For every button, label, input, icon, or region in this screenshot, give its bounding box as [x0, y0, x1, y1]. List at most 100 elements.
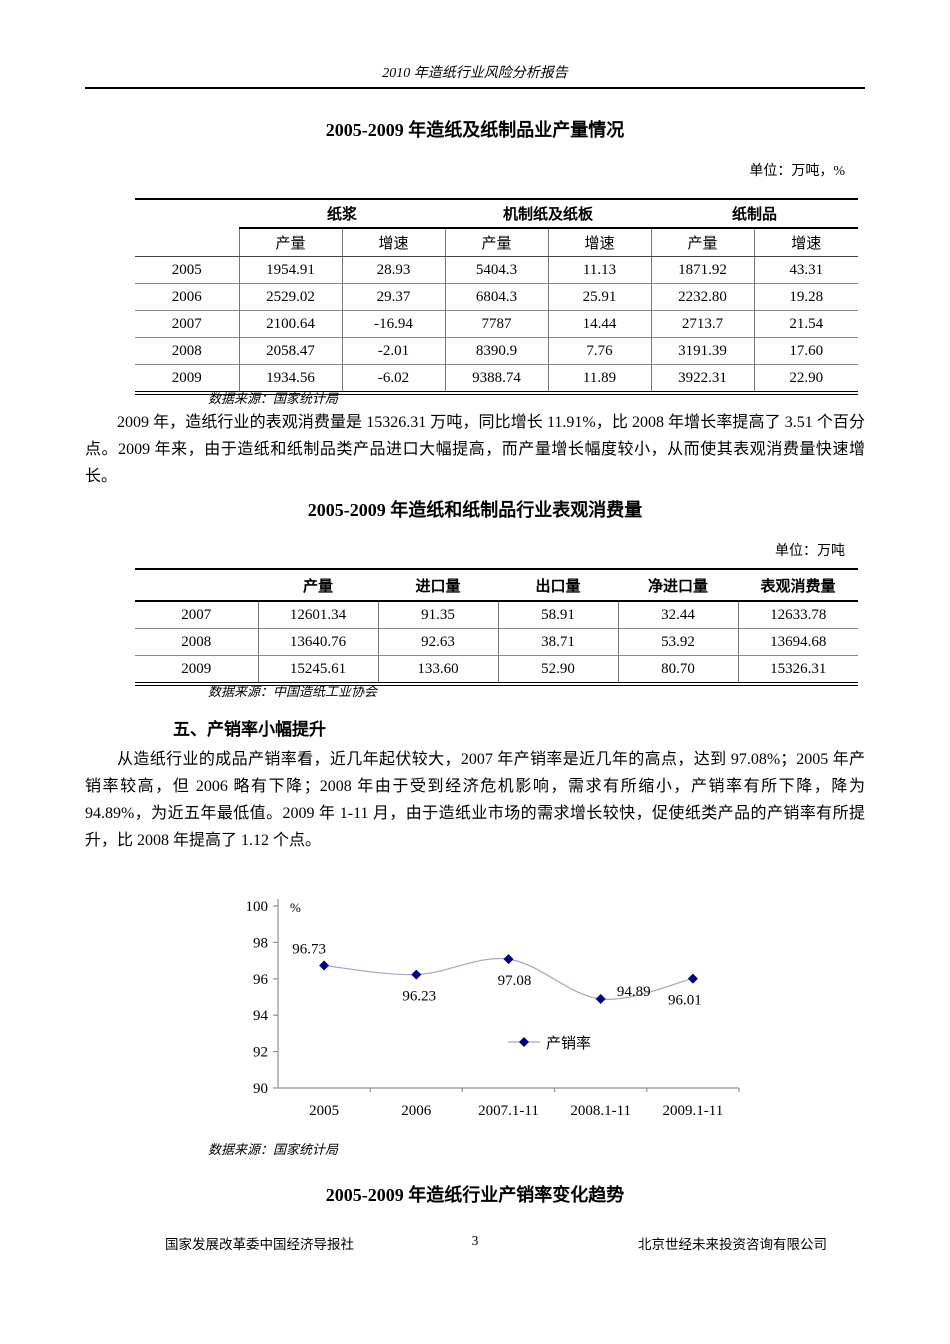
y-axis-tick-label: 98	[253, 935, 268, 951]
header-growth: 增速	[547, 228, 652, 257]
header-import: 进口量	[378, 569, 498, 602]
chart-title: 2005-2009 年造纸行业产销率变化趋势	[325, 1185, 625, 1205]
table-cell: 12601.34	[257, 601, 378, 629]
data-point-marker-2008.1-11	[595, 994, 606, 1005]
table-cell: 2713.7	[650, 310, 755, 338]
header-output: 产量	[444, 228, 549, 257]
row-year-cell: 2008	[135, 628, 258, 656]
table-cell: 14.44	[547, 310, 652, 338]
consumption-table: 产量 进口量 出口量 净进口量 表观消费量 2007 12601.34 91.35 5…	[135, 568, 858, 686]
table1-unit-label: 单位：万吨，%	[749, 164, 845, 179]
row-year-cell: 2007	[135, 310, 239, 338]
chart-svg: 90 92 94 96 98 100 % 2005 2006 2007.1-11 2008.1-11…	[246, 899, 740, 1119]
table-cell: 133.60	[377, 655, 498, 684]
table-cell: 2232.80	[650, 283, 755, 311]
data-point-label: 94.89	[617, 984, 651, 1000]
table-row: 2007 12601.34 91.35 58.91 32.44 12633.78	[135, 601, 858, 629]
y-axis-tick-label: 94	[253, 1008, 269, 1024]
row-year-cell: 2009	[135, 655, 258, 684]
header-output: 产量	[238, 228, 342, 257]
data-source-2: 数据来源：中国造纸工业协会	[208, 684, 378, 699]
table-cell: 22.90	[753, 364, 859, 393]
col-group-paper-products: 纸制品	[651, 199, 859, 229]
data-source-3: 数据来源：国家统计局	[208, 1142, 339, 1157]
data-source-1: 数据来源：国家统计局	[208, 391, 339, 406]
table-cell: 2529.02	[238, 283, 342, 311]
table-cell: 92.63	[377, 628, 498, 656]
x-axis-tick-label: 2005	[309, 1103, 339, 1119]
data-point-label: 96.23	[402, 989, 436, 1005]
paragraph-sales-ratio: 从造纸行业的成品产销率看，近几年起伏较大，2007 年产销率是近几年的高点，达到…	[85, 751, 865, 849]
table-cell: 53.92	[617, 628, 738, 656]
page-footer: 国家发展改革委中国经济导报社 3 北京世经未来投资咨询有限公司	[85, 1233, 865, 1253]
legend-label: 产销率	[546, 1035, 591, 1052]
table-cell: 13694.68	[737, 628, 858, 656]
data-point-marker-2006	[411, 969, 422, 980]
table-row: 2008 2058.47 -2.01 8390.9 7.76 3191.39 17.60	[135, 337, 859, 365]
data-point-label: 97.08	[498, 973, 532, 989]
table-cell: 2100.64	[238, 310, 342, 338]
legend-marker-icon	[519, 1037, 529, 1047]
table-cell: -2.01	[341, 337, 446, 365]
y-axis-tick-label: 92	[253, 1045, 268, 1061]
row-year-cell: 2006	[135, 283, 239, 311]
table-cell: 1954.91	[238, 256, 342, 284]
data-point-label: 96.01	[668, 993, 702, 1009]
table-cell: 3922.31	[650, 364, 755, 393]
y-axis-unit-label: %	[290, 900, 301, 915]
production-table: 纸浆 机制纸及纸板 纸制品 产量 增速 产量 增速 产量 增速 2005 1954…	[135, 198, 859, 395]
table-cell: 13640.76	[257, 628, 378, 656]
table-cell: 8390.9	[444, 337, 549, 365]
table-cell: 6804.3	[444, 283, 549, 311]
y-axis-tick-label: 96	[253, 972, 269, 988]
row-year-cell: 2008	[135, 337, 239, 365]
page-number: 3	[471, 1233, 479, 1248]
paragraph-consumption: 2009 年，造纸行业的表观消费量是 15326.31 万吨，同比增长 11.9…	[85, 414, 865, 485]
table-cell: 17.60	[753, 337, 859, 365]
header-rule	[85, 87, 865, 89]
table-cell: -16.94	[341, 310, 446, 338]
table-cell: 1871.92	[650, 256, 755, 284]
table-cell: 9388.74	[444, 364, 549, 393]
table-row: 2006 2529.02 29.37 6804.3 25.91 2232.80 19.28	[135, 283, 859, 311]
col-group-pulp: 纸浆	[239, 199, 446, 229]
section-heading: 五、产销率小幅提升	[173, 720, 326, 739]
table-row: 2005 1954.91 28.93 5404.3 11.13 1871.92 43.31	[135, 256, 859, 284]
table-cell: -6.02	[341, 364, 446, 393]
header-apparent-consumption: 表观消费量	[738, 569, 858, 602]
header-growth: 增速	[753, 228, 859, 257]
table-cell: 21.54	[753, 310, 859, 338]
table-cell: 7787	[444, 310, 549, 338]
table-cell: 58.91	[497, 601, 618, 629]
table-cell: 43.31	[753, 256, 859, 284]
table1-group-header-row: 纸浆 机制纸及纸板 纸制品	[135, 199, 859, 229]
header-output: 产量	[650, 228, 755, 257]
blank-cell	[135, 569, 258, 602]
table-row: 2008 13640.76 92.63 38.71 53.92 13694.68	[135, 628, 858, 656]
row-year-cell: 2009	[135, 364, 239, 393]
data-point-marker-2009.1-11	[687, 973, 698, 984]
table-row: 2009 1934.56 -6.02 9388.74 11.89 3922.31 22.90	[135, 364, 859, 393]
header-growth: 增速	[341, 228, 446, 257]
header-output: 产量	[258, 569, 378, 602]
table-cell: 7.76	[547, 337, 652, 365]
table-cell: 5404.3	[444, 256, 549, 284]
data-point-label: 96.73	[292, 942, 326, 958]
table2-header-row: 产量 进口量 出口量 净进口量 表观消费量	[135, 569, 858, 602]
table2-title: 2005-2009 年造纸和纸制品行业表观消费量	[307, 500, 643, 520]
y-axis-tick-label: 90	[253, 1081, 268, 1097]
table2-unit-label: 单位：万吨	[775, 544, 845, 559]
table-cell: 15245.61	[257, 655, 378, 684]
x-axis-tick-label: 2009.1-11	[663, 1103, 724, 1119]
table-cell: 3191.39	[650, 337, 755, 365]
table-cell: 28.93	[341, 256, 446, 284]
blank-cell	[135, 199, 239, 228]
data-point-marker-2005	[319, 960, 330, 971]
table-cell: 52.90	[497, 655, 618, 684]
table-cell: 11.13	[547, 256, 652, 284]
sales-ratio-chart: 90 92 94 96 98 100% 2005 2006 2007.1-11 2008.1-11…	[238, 893, 778, 1153]
x-axis-tick-label: 2006	[401, 1103, 432, 1119]
table-cell: 29.37	[341, 283, 446, 311]
table-cell: 11.89	[547, 364, 652, 393]
blank-cell	[135, 228, 239, 257]
